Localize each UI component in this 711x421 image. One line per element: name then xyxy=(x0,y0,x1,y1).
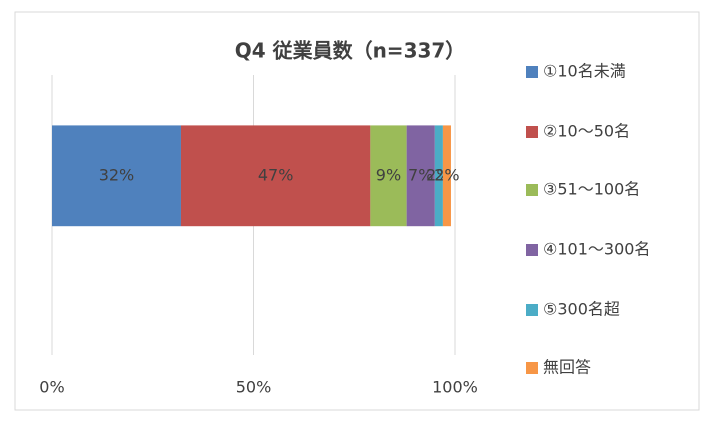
data-label: 32% xyxy=(99,165,135,184)
legend-label: ①10名未満 xyxy=(543,62,626,81)
legend-swatch xyxy=(526,184,538,196)
data-label: 7% xyxy=(408,165,433,184)
x-tick-label: 100% xyxy=(432,378,478,397)
legend-label: ④101〜300名 xyxy=(543,240,650,259)
legend-label: ③51〜100名 xyxy=(543,180,640,199)
legend-label: 無回答 xyxy=(543,358,591,377)
data-label: 2% xyxy=(434,165,459,184)
bar-segment xyxy=(370,125,407,227)
legend-swatch xyxy=(526,126,538,138)
legend-label: ⑤300名超 xyxy=(543,300,620,319)
legend-swatch xyxy=(526,304,538,316)
x-tick-label: 50% xyxy=(236,378,272,397)
bar-segment xyxy=(442,125,451,227)
chart-title: Q4 従業員数（n=337） xyxy=(235,39,466,63)
bar-segment xyxy=(180,125,371,227)
data-label: 9% xyxy=(376,165,401,184)
legend-swatch xyxy=(526,244,538,256)
legend-swatch xyxy=(526,362,538,374)
bar-segment xyxy=(406,125,435,227)
x-tick-label: 0% xyxy=(39,378,64,397)
bar-segment xyxy=(52,125,181,227)
data-label: 47% xyxy=(258,165,294,184)
bar-segment xyxy=(434,125,443,227)
legend-label: ②10〜50名 xyxy=(543,122,630,141)
legend-swatch xyxy=(526,66,538,78)
